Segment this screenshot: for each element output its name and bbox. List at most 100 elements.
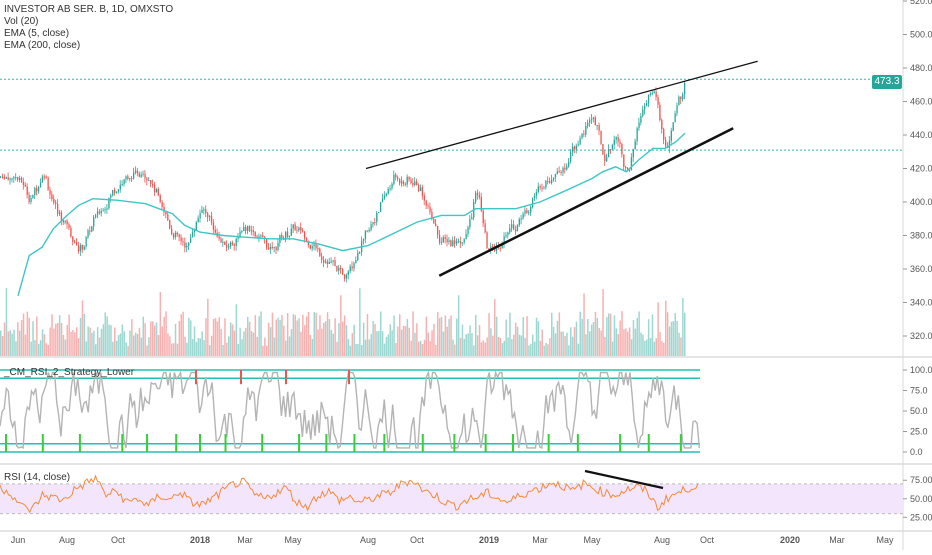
volume-bar bbox=[577, 343, 580, 356]
main-legend: INVESTOR AB SER. B, 1D, OMXSTO Vol (20) … bbox=[4, 4, 173, 52]
candle-body bbox=[433, 219, 435, 224]
candle-body bbox=[568, 161, 570, 167]
candle-body bbox=[277, 242, 279, 251]
candle-body bbox=[551, 179, 553, 184]
candle-body bbox=[609, 149, 612, 151]
candle-body bbox=[209, 216, 211, 218]
volume-bar bbox=[271, 312, 274, 356]
candle-body bbox=[469, 219, 471, 228]
overbought-marker bbox=[240, 370, 242, 385]
volume-bar bbox=[286, 313, 289, 356]
candle-body bbox=[199, 212, 201, 219]
volume-bar bbox=[526, 316, 528, 356]
candle-body bbox=[611, 144, 614, 150]
rsi-strategy-legend[interactable]: _CM_RSI_2_Strategy_Lower bbox=[4, 367, 135, 378]
volume-bar bbox=[400, 329, 403, 356]
ema5-legend[interactable]: EMA (5, close) bbox=[4, 28, 70, 39]
volume-bar bbox=[51, 314, 53, 356]
candle-body bbox=[628, 169, 631, 171]
candle-body bbox=[400, 181, 403, 184]
volume-bar bbox=[169, 336, 171, 356]
volume-bar bbox=[545, 342, 547, 356]
symbol-title[interactable]: INVESTOR AB SER. B, 1D, OMXSTO bbox=[4, 4, 174, 15]
volume-bar bbox=[305, 316, 308, 356]
volume-bar bbox=[127, 345, 129, 356]
candle-body bbox=[104, 208, 106, 211]
candle-body bbox=[64, 220, 66, 223]
candle-body bbox=[585, 125, 587, 135]
candle-body bbox=[250, 230, 253, 232]
volume-bar bbox=[228, 336, 230, 356]
vol-legend[interactable]: Vol (20) bbox=[4, 16, 39, 27]
volume-bar bbox=[133, 335, 135, 356]
volume-bar bbox=[463, 338, 466, 356]
ema200-legend[interactable]: EMA (200, close) bbox=[4, 40, 81, 51]
volume-bar bbox=[678, 332, 680, 356]
time-axis-label: Aug bbox=[360, 535, 376, 545]
volume-bar bbox=[207, 298, 209, 356]
candle-body bbox=[380, 202, 382, 212]
volume-bar bbox=[364, 339, 367, 356]
candle-body bbox=[421, 187, 424, 196]
rsi-tick-label: 50.00 bbox=[910, 494, 932, 504]
volume-bar bbox=[210, 335, 213, 356]
volume-bar bbox=[503, 340, 505, 356]
candle-body bbox=[452, 240, 454, 247]
candle-body bbox=[285, 231, 287, 240]
candle-body bbox=[165, 212, 167, 215]
volume-bar bbox=[446, 326, 448, 356]
candle-body bbox=[24, 184, 26, 187]
volume-bar bbox=[279, 320, 281, 356]
volume-bar bbox=[520, 335, 523, 356]
candle-body bbox=[471, 217, 473, 220]
candle-body bbox=[290, 228, 292, 236]
candle-body bbox=[176, 232, 178, 235]
volume-bar bbox=[393, 315, 395, 356]
candle-body bbox=[58, 212, 61, 214]
volume-bar bbox=[150, 321, 152, 356]
volume-bar bbox=[647, 319, 650, 356]
candle-body bbox=[556, 171, 558, 175]
volume-bar bbox=[226, 342, 228, 356]
candle-body bbox=[174, 232, 177, 238]
candle-body bbox=[169, 220, 171, 229]
volume-bar bbox=[556, 320, 559, 356]
candle-body bbox=[214, 229, 216, 233]
candle-body bbox=[514, 229, 517, 232]
volume-bar bbox=[630, 339, 633, 356]
volume-bar bbox=[260, 311, 262, 356]
volume-bar bbox=[95, 344, 97, 356]
candle-body bbox=[340, 268, 342, 270]
volume-bar bbox=[216, 321, 219, 356]
volume-bar bbox=[634, 328, 637, 356]
candle-body bbox=[298, 227, 300, 231]
volume-bar bbox=[188, 317, 190, 356]
candle-body bbox=[570, 152, 572, 162]
volume-bar bbox=[252, 332, 255, 356]
candle-body bbox=[243, 227, 245, 232]
volume-bar bbox=[117, 335, 120, 356]
volume-bar bbox=[163, 316, 165, 356]
volume-bar bbox=[587, 318, 589, 356]
volume-bar bbox=[361, 345, 363, 356]
volume-bar bbox=[442, 331, 445, 356]
candle-body bbox=[478, 195, 481, 198]
candle-body bbox=[634, 141, 636, 150]
candle-body bbox=[429, 206, 431, 212]
volume-bar bbox=[172, 343, 175, 356]
volume-bar bbox=[171, 343, 173, 356]
volume-bar bbox=[32, 321, 34, 356]
volume-bar bbox=[336, 341, 338, 356]
rsi-legend[interactable]: RSI (14, close) bbox=[4, 472, 71, 483]
candle-body bbox=[5, 177, 7, 179]
candle-body bbox=[144, 173, 146, 179]
candle-body bbox=[467, 227, 469, 235]
volume-bar bbox=[235, 304, 238, 356]
candle-body bbox=[222, 241, 224, 243]
candle-body bbox=[193, 230, 196, 233]
candle-body bbox=[0, 176, 2, 178]
candle-body bbox=[180, 237, 182, 242]
volume-bar bbox=[615, 328, 618, 356]
candle-body bbox=[79, 244, 82, 252]
